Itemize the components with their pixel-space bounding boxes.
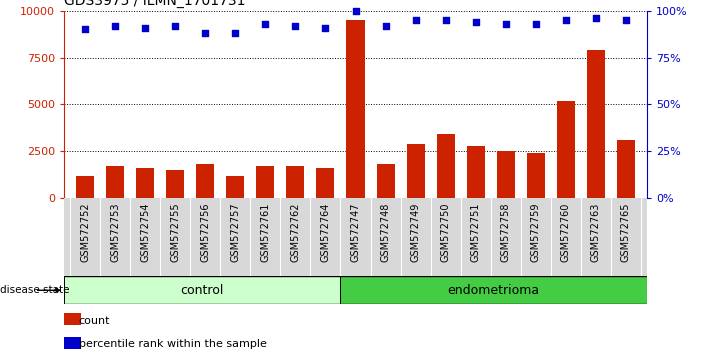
Text: control: control <box>181 284 224 297</box>
Text: GSM572754: GSM572754 <box>140 202 150 262</box>
Point <box>470 19 481 25</box>
Point <box>620 17 631 23</box>
Text: GSM572753: GSM572753 <box>110 202 120 262</box>
Text: GSM572752: GSM572752 <box>80 202 90 262</box>
Text: endometrioma: endometrioma <box>447 284 540 297</box>
Point <box>500 21 511 27</box>
Text: GSM572748: GSM572748 <box>380 202 390 262</box>
Point <box>80 27 91 32</box>
Point <box>289 23 301 28</box>
Bar <box>497 152 515 198</box>
Bar <box>136 168 154 198</box>
Text: GSM572764: GSM572764 <box>321 202 331 262</box>
Point <box>139 25 151 30</box>
Bar <box>64 337 81 349</box>
Bar <box>316 168 334 198</box>
Point <box>169 23 181 28</box>
Bar <box>466 146 485 198</box>
Text: GSM572759: GSM572759 <box>531 202 541 262</box>
Text: GSM572749: GSM572749 <box>411 202 421 262</box>
Bar <box>64 276 340 304</box>
Text: GSM572747: GSM572747 <box>351 202 360 262</box>
Bar <box>76 176 94 198</box>
Bar <box>196 165 214 198</box>
Text: GSM572757: GSM572757 <box>230 202 240 262</box>
Bar <box>166 170 184 198</box>
Point <box>590 15 602 21</box>
Text: GSM572751: GSM572751 <box>471 202 481 262</box>
Bar <box>377 165 395 198</box>
Text: GSM572765: GSM572765 <box>621 202 631 262</box>
Bar <box>587 50 605 198</box>
Bar <box>407 144 424 198</box>
Bar <box>226 176 245 198</box>
Bar <box>617 140 635 198</box>
Bar <box>557 101 575 198</box>
Bar <box>64 313 81 325</box>
Bar <box>527 153 545 198</box>
Bar <box>106 166 124 198</box>
Text: GSM572750: GSM572750 <box>441 202 451 262</box>
Point <box>350 8 361 13</box>
Point <box>320 25 331 30</box>
Bar <box>437 135 454 198</box>
Text: GSM572763: GSM572763 <box>591 202 601 262</box>
Text: percentile rank within the sample: percentile rank within the sample <box>78 339 267 349</box>
Point <box>410 17 422 23</box>
Bar <box>346 20 365 198</box>
Text: GSM572761: GSM572761 <box>260 202 270 262</box>
Bar <box>257 166 274 198</box>
Bar <box>287 166 304 198</box>
Point <box>260 21 271 27</box>
Text: GSM572756: GSM572756 <box>201 202 210 262</box>
Text: count: count <box>78 316 110 326</box>
Text: disease state: disease state <box>0 285 70 295</box>
Bar <box>340 276 647 304</box>
Point <box>560 17 572 23</box>
Point <box>530 21 542 27</box>
Text: GSM572758: GSM572758 <box>501 202 510 262</box>
Point <box>230 30 241 36</box>
Point <box>380 23 391 28</box>
Point <box>440 17 451 23</box>
Text: GSM572762: GSM572762 <box>290 202 300 262</box>
Text: GSM572760: GSM572760 <box>561 202 571 262</box>
Point <box>109 23 121 28</box>
Point <box>200 30 211 36</box>
Text: GSM572755: GSM572755 <box>170 202 180 262</box>
Text: GDS3975 / ILMN_1701731: GDS3975 / ILMN_1701731 <box>64 0 245 8</box>
